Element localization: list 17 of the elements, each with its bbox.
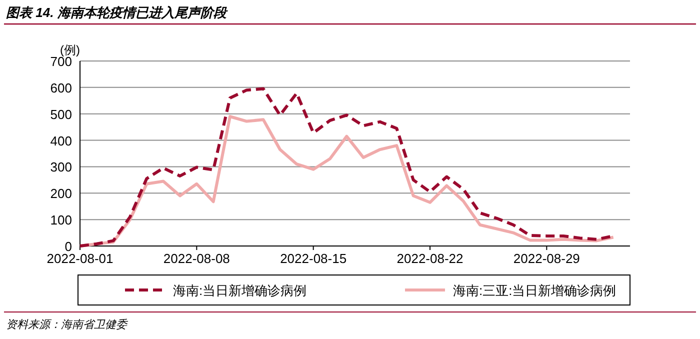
title: 图表 14. 海南本轮疫情已进入尾声阶段	[6, 5, 226, 20]
y-tick-label: 600	[50, 80, 72, 96]
x-tick-label: 2022-08-29	[513, 251, 580, 266]
legend-label: 海南:当日新增确诊病例	[173, 283, 307, 298]
y-tick-label: 400	[50, 133, 72, 148]
y-tick-label: 0	[64, 239, 72, 254]
y-tick-label: 300	[50, 160, 72, 175]
y-tick-label: 500	[50, 106, 72, 122]
text: 资料来源：海南省卫健委	[6, 318, 129, 331]
y-tick-label: 200	[50, 186, 72, 202]
y-axis-title: (例)	[60, 43, 80, 57]
x-tick-label: 2022-08-08	[163, 251, 230, 266]
legend-label: 海南:三亚:当日新增确诊病例	[453, 283, 616, 298]
y-tick-label: 100	[50, 212, 72, 228]
x-tick-label: 2022-08-01	[46, 251, 114, 266]
x-tick-label: 2022-08-15	[280, 251, 347, 266]
x-tick-label: 2022-08-22	[396, 251, 464, 266]
